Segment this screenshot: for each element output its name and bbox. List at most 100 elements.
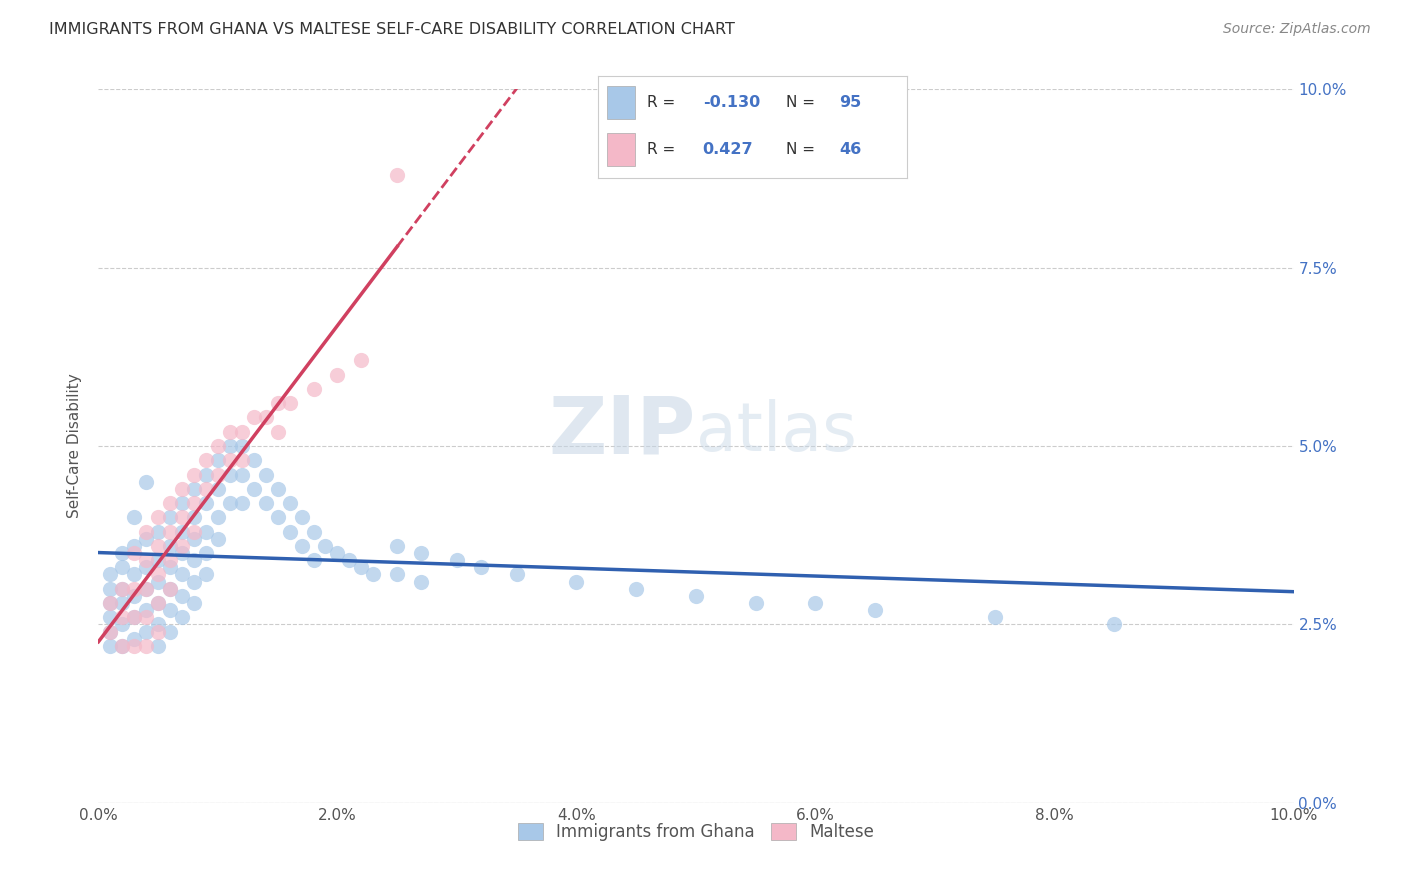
Point [231,496,253,510]
Point [111,546,134,560]
Point [506,567,529,582]
Point [195,546,218,560]
Point [183,524,205,539]
Text: N =: N = [786,95,820,110]
Point [219,453,242,467]
Text: IMMIGRANTS FROM GHANA VS MALTESE SELF-CARE DISABILITY CORRELATION CHART: IMMIGRANTS FROM GHANA VS MALTESE SELF-CA… [49,22,735,37]
Point [195,482,218,496]
Point [124,610,146,624]
Text: Source: ZipAtlas.com: Source: ZipAtlas.com [1223,22,1371,37]
Point [159,582,181,596]
Point [183,510,205,524]
Text: 0.427: 0.427 [703,142,754,157]
Point [135,532,157,546]
Point [135,560,157,574]
Point [231,453,253,467]
Text: 46: 46 [839,142,860,157]
Point [98,596,122,610]
Point [385,567,409,582]
Point [207,482,229,496]
Point [231,439,253,453]
Point [172,546,194,560]
Text: R =: R = [647,95,681,110]
Point [183,496,205,510]
Point [135,475,157,489]
Point [183,596,205,610]
Point [148,553,170,567]
Point [267,510,290,524]
Point [207,532,229,546]
Point [291,510,314,524]
Point [339,553,361,567]
Point [243,410,266,425]
FancyBboxPatch shape [607,87,634,119]
Point [219,425,242,439]
Point [148,539,170,553]
Point [411,574,433,589]
Point [207,453,229,467]
Point [267,425,290,439]
Point [350,353,373,368]
Point [804,596,827,610]
Point [148,639,170,653]
Point [159,560,181,574]
Point [326,368,349,382]
Point [135,610,157,624]
Point [98,567,122,582]
Point [98,596,122,610]
Text: -0.130: -0.130 [703,95,761,110]
Point [254,467,277,482]
Text: 95: 95 [839,95,860,110]
Point [363,567,385,582]
Point [195,524,218,539]
Point [135,553,157,567]
Point [302,553,325,567]
Point [470,560,492,574]
Point [124,610,146,624]
Legend: Immigrants from Ghana, Maltese: Immigrants from Ghana, Maltese [510,816,882,848]
Point [984,610,1007,624]
Text: N =: N = [786,142,820,157]
Point [172,482,194,496]
Point [159,496,181,510]
Point [148,624,170,639]
Point [159,524,181,539]
Point [172,589,194,603]
Text: atlas: atlas [696,399,856,465]
Point [183,532,205,546]
Point [148,596,170,610]
Point [183,482,205,496]
Point [135,582,157,596]
Point [111,560,134,574]
Point [148,574,170,589]
Point [172,510,194,524]
Point [195,567,218,582]
Point [565,574,588,589]
Point [219,467,242,482]
Point [315,539,337,553]
Point [124,639,146,653]
Point [278,496,301,510]
Point [98,639,122,653]
Point [124,510,146,524]
Point [159,553,181,567]
Text: ZIP: ZIP [548,392,696,471]
Point [446,553,468,567]
Point [98,624,122,639]
Point [111,582,134,596]
Point [98,582,122,596]
Point [111,639,134,653]
Point [148,524,170,539]
Point [865,603,887,617]
Point [302,524,325,539]
Point [98,610,122,624]
Point [172,524,194,539]
Point [195,467,218,482]
Point [302,382,325,396]
Point [231,425,253,439]
Point [124,567,146,582]
Point [207,467,229,482]
Point [172,539,194,553]
Point [183,574,205,589]
Point [195,496,218,510]
